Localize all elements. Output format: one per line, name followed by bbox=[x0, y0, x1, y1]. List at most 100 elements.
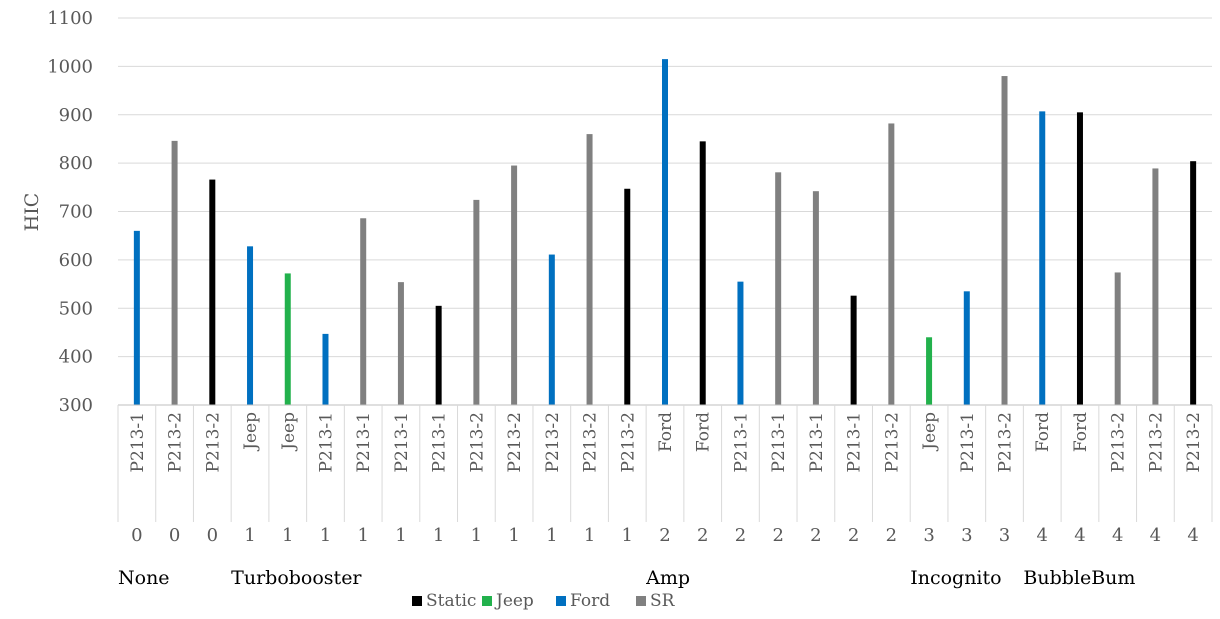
x-number-label: 3 bbox=[999, 525, 1010, 546]
bar-ford bbox=[1039, 111, 1046, 406]
y-tick-label: 800 bbox=[59, 153, 93, 174]
x-number-label: 2 bbox=[886, 525, 897, 546]
y-tick-label: 500 bbox=[59, 298, 93, 319]
legend-label-static: Static bbox=[426, 591, 476, 611]
x-category-label: P213-2 bbox=[505, 412, 525, 472]
bar-ford bbox=[737, 281, 744, 405]
bar-ford bbox=[662, 59, 668, 406]
x-category-label: P213-2 bbox=[618, 412, 638, 472]
bar-static bbox=[435, 305, 442, 405]
x-category-label: P213-2 bbox=[543, 412, 563, 472]
bar-static bbox=[209, 179, 216, 405]
x-category-label: Ford bbox=[1033, 412, 1053, 452]
x-category-label: P213-1 bbox=[430, 412, 450, 472]
bar-sr bbox=[397, 282, 404, 405]
x-category-label: P213-2 bbox=[581, 412, 601, 472]
bar-sr bbox=[888, 123, 895, 406]
bar-static bbox=[699, 141, 706, 405]
x-category-label: Jeep bbox=[279, 412, 299, 452]
y-tick-label: 700 bbox=[59, 202, 93, 223]
x-category-label: P213-2 bbox=[203, 412, 223, 472]
x-category-label: P213-2 bbox=[996, 412, 1016, 472]
x-category-label: Ford bbox=[694, 412, 714, 452]
bar-ford bbox=[322, 333, 329, 405]
x-number-label: 2 bbox=[848, 525, 859, 546]
bar-sr bbox=[1001, 76, 1008, 406]
legend-label-jeep: Jeep bbox=[494, 591, 534, 611]
x-category-label: P213-1 bbox=[354, 412, 374, 472]
bar-sr bbox=[812, 191, 819, 405]
x-category-label: P213-2 bbox=[166, 412, 186, 472]
legend-label-sr: SR bbox=[650, 591, 676, 611]
legend-swatch-static bbox=[412, 596, 422, 606]
x-number-label: 2 bbox=[735, 525, 746, 546]
bar-ford bbox=[548, 254, 555, 405]
x-number-label: 4 bbox=[1150, 525, 1161, 546]
x-axis-category-labels: P213-1 P213-2 P213-2 Jeep Jeep P213-1 P213-1 P2… bbox=[128, 412, 1204, 473]
x-group-label: None bbox=[118, 567, 170, 589]
bar-sr bbox=[1152, 168, 1159, 405]
x-number-label: 1 bbox=[244, 525, 255, 546]
x-group-label: BubbleBum bbox=[1023, 567, 1135, 589]
x-number-label: 1 bbox=[584, 525, 595, 546]
bar-sr bbox=[473, 199, 480, 405]
x-axis-number-labels: 0 0 0 1 1 1 1 1 1 1 1 1 1 1 2 2 2 2 2 2 2 3 3 3 4 4 4 4 4 bbox=[131, 525, 1199, 546]
bar-jeep bbox=[284, 273, 291, 405]
bar-ford bbox=[133, 230, 140, 405]
bar-static bbox=[1076, 112, 1083, 406]
x-number-label: 0 bbox=[169, 525, 180, 546]
x-axis-group-labels: None Turbobooster Amp Incognito BubbleBum bbox=[118, 567, 1135, 589]
x-number-label: 1 bbox=[471, 525, 482, 546]
bar-ford bbox=[247, 246, 254, 405]
y-axis-label: HIC bbox=[21, 193, 43, 232]
y-tick-label: 1100 bbox=[47, 8, 93, 29]
x-group-label: Turbobooster bbox=[231, 567, 362, 589]
bars bbox=[133, 59, 1197, 406]
y-tick-label: 400 bbox=[59, 347, 93, 368]
y-axis-tick-labels: 300 400 500 600 700 800 900 1000 1100 bbox=[47, 8, 93, 416]
x-category-label: P213-2 bbox=[467, 412, 487, 472]
x-category-label: P213-1 bbox=[769, 412, 789, 472]
x-number-label: 2 bbox=[772, 525, 783, 546]
x-number-label: 1 bbox=[508, 525, 519, 546]
x-category-label: P213-1 bbox=[731, 412, 751, 472]
x-number-label: 2 bbox=[810, 525, 821, 546]
x-category-label: P213-2 bbox=[1146, 412, 1166, 472]
x-category-label: P213-1 bbox=[128, 412, 148, 472]
bar-static bbox=[1190, 161, 1197, 405]
legend-swatch-sr bbox=[636, 596, 646, 606]
x-group-label: Amp bbox=[645, 567, 690, 589]
x-number-label: 1 bbox=[282, 525, 293, 546]
x-number-label: 4 bbox=[1112, 525, 1123, 546]
y-tick-label: 300 bbox=[59, 395, 93, 416]
bar-jeep bbox=[926, 337, 933, 405]
x-category-label: Jeep bbox=[920, 412, 940, 452]
x-category-label: P213-1 bbox=[845, 412, 865, 472]
x-category-label: P213-1 bbox=[392, 412, 412, 472]
bar-sr bbox=[586, 134, 593, 405]
x-category-label: Ford bbox=[1071, 412, 1091, 452]
legend: Static Jeep Ford SR bbox=[412, 591, 676, 611]
bar-sr bbox=[775, 172, 782, 405]
x-number-label: 1 bbox=[357, 525, 368, 546]
bar-static bbox=[624, 188, 631, 405]
bar-sr bbox=[171, 140, 178, 405]
x-category-label: P213-1 bbox=[807, 412, 827, 472]
x-number-label: 3 bbox=[923, 525, 934, 546]
x-category-label: P213-1 bbox=[958, 412, 978, 472]
x-category-label: P213-2 bbox=[882, 412, 902, 472]
x-number-label: 2 bbox=[659, 525, 670, 546]
bar-sr bbox=[360, 218, 367, 405]
x-number-label: 1 bbox=[395, 525, 406, 546]
y-tick-label: 900 bbox=[59, 105, 93, 126]
x-number-label: 0 bbox=[207, 525, 218, 546]
y-tick-label: 1000 bbox=[47, 56, 93, 77]
x-category-label: Jeep bbox=[241, 412, 261, 452]
x-number-label: 4 bbox=[1037, 525, 1048, 546]
x-category-label: Ford bbox=[656, 412, 676, 452]
x-number-label: 1 bbox=[433, 525, 444, 546]
x-axis bbox=[117, 404, 1213, 522]
bar-sr bbox=[511, 165, 518, 405]
x-number-label: 3 bbox=[961, 525, 972, 546]
